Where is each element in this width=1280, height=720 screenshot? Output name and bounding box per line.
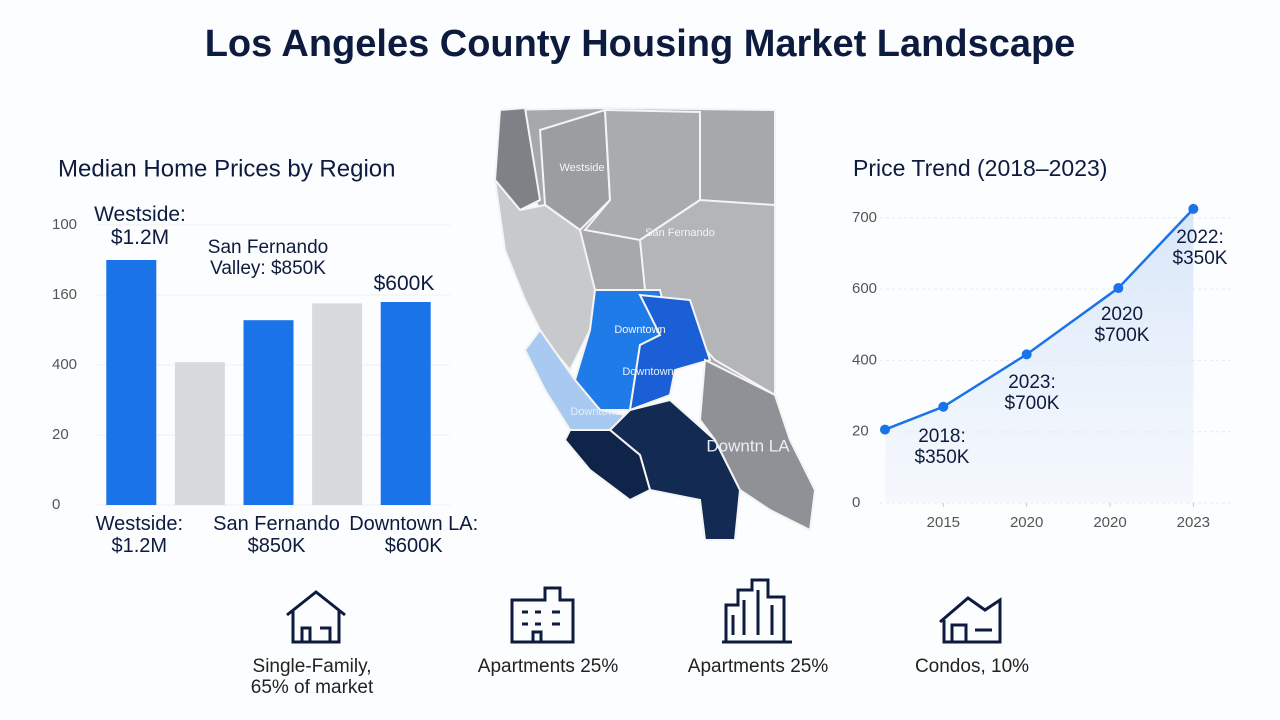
map-label: Downtown [622, 366, 673, 378]
point [1113, 283, 1124, 294]
annotation: San Fernando Valley: $850K [207, 237, 329, 279]
map-label: Downtn LA [706, 436, 790, 455]
annotation: 2022: $350K [1172, 227, 1228, 269]
bar [380, 302, 431, 505]
x-tick-label: Westside: $1.2M [95, 513, 184, 557]
y-tick-label: 20 [852, 423, 869, 440]
bar [174, 362, 225, 505]
y-tick-label: 160 [52, 286, 77, 303]
annotation: Westside: $1.2M [94, 203, 186, 250]
segment-label: Single-Family, 65% of market [250, 656, 374, 698]
point [1021, 349, 1032, 360]
point [880, 424, 890, 435]
x-tick-label: 2020 [1093, 514, 1126, 531]
x-tick-label: San Fernando $850K [213, 513, 340, 557]
bar [312, 303, 363, 505]
annotation: 2020 $700K [1094, 304, 1150, 346]
map [493, 106, 817, 541]
y-tick-label: 400 [52, 356, 77, 373]
annotation: 2018: $350K [914, 426, 970, 468]
y-tick-label: 600 [852, 280, 877, 297]
y-tick-label: 700 [852, 209, 877, 226]
y-tick-label: 20 [52, 426, 69, 443]
y-tick-label: 0 [852, 494, 860, 511]
point [938, 401, 949, 412]
y-tick-label: 0 [52, 496, 60, 513]
bar [243, 320, 294, 505]
line-title: Price Trend (2018–2023) [853, 155, 1107, 181]
title: Los Angeles County Housing Market Landsc… [205, 23, 1076, 65]
segment-label: Condos, 10% [914, 656, 1030, 677]
segment-label: Apartments 25% [687, 656, 829, 677]
area [885, 208, 1194, 504]
bar [106, 260, 157, 505]
x-tick-label: 2023 [1177, 514, 1210, 531]
map-label: Downtown [570, 406, 621, 418]
map-label: San Fernando [645, 227, 715, 239]
x-tick-label: 2015 [927, 514, 960, 531]
icons [286, 578, 1002, 644]
annotation: 2023: $700K [1004, 372, 1060, 414]
annotation: $600K [373, 272, 435, 295]
x-tick-label: Downtown LA: $600K [349, 513, 479, 557]
point [1188, 203, 1199, 214]
segment-label: Apartments 25% [477, 656, 619, 677]
bar-title: Median Home Prices by Region [58, 155, 396, 182]
map-label: Downtown [614, 324, 665, 336]
y-tick-label: 400 [852, 351, 877, 368]
map-label: Westside [559, 162, 604, 174]
x-tick-label: 2020 [1010, 514, 1043, 531]
y-tick-label: 100 [52, 216, 77, 233]
